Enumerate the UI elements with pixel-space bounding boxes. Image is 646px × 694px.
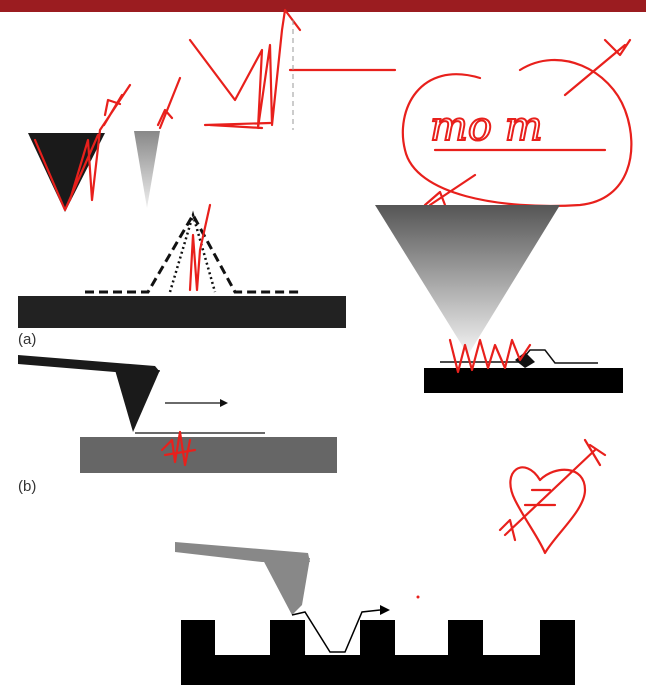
trace [291, 609, 381, 653]
cantilever [175, 542, 310, 562]
substrate [18, 296, 346, 328]
big-tip [375, 205, 560, 355]
label-a: (a) [18, 331, 36, 348]
substrate [80, 437, 337, 473]
tip-black [28, 133, 105, 212]
dashed-profile [85, 211, 300, 294]
label-b: (b) [18, 478, 36, 495]
particle [515, 352, 535, 368]
arrow-head [220, 399, 228, 407]
bubble-scribble [401, 38, 633, 208]
scribble [188, 8, 397, 130]
handwriting: mo m [430, 104, 543, 150]
heart-scribble [498, 438, 607, 555]
scribble [188, 203, 212, 292]
scribble [448, 338, 532, 374]
cantilever [18, 355, 160, 372]
scribble [160, 430, 197, 467]
substrate [424, 368, 623, 393]
arrow-head [380, 605, 390, 615]
tip [115, 370, 160, 432]
dotted-profile [168, 210, 217, 293]
top-bar [0, 0, 646, 12]
scribble [33, 76, 182, 212]
tip [262, 558, 310, 615]
tip-gray [134, 131, 160, 208]
dot [416, 595, 420, 599]
grating [181, 620, 575, 685]
